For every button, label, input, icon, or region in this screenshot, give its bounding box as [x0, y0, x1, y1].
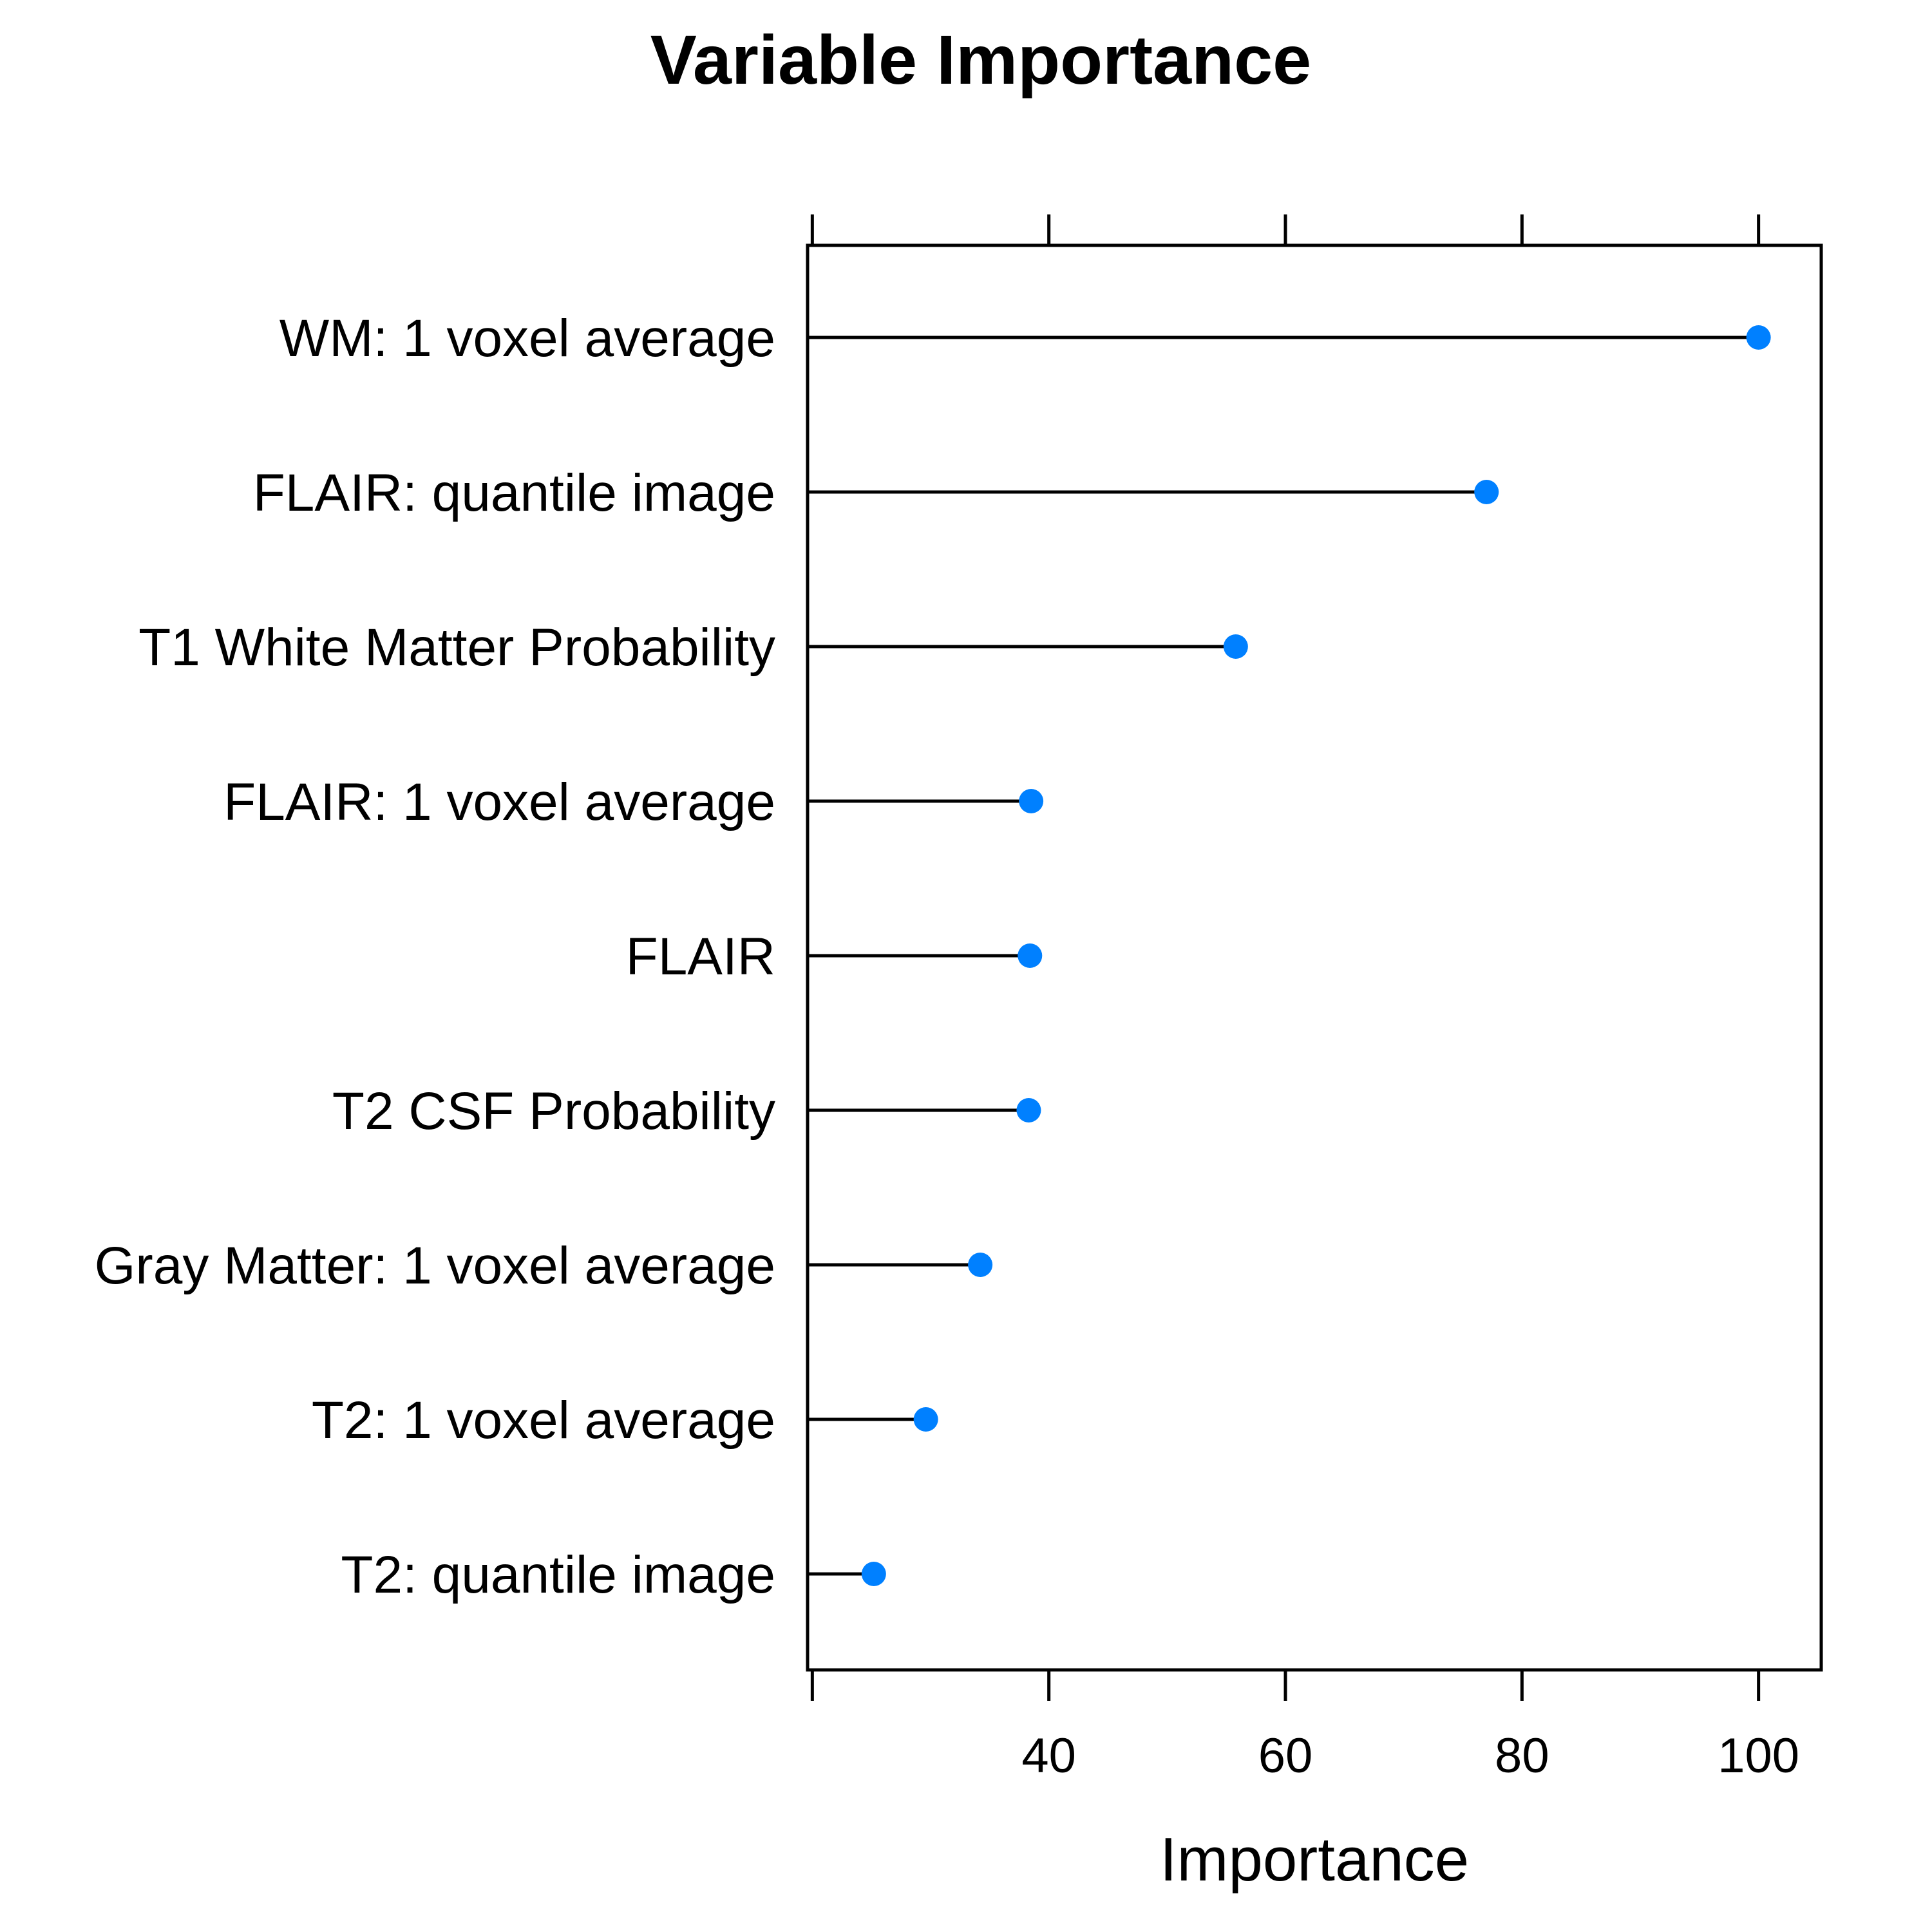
category-label: Gray Matter: 1 voxel average: [95, 1236, 775, 1295]
dot-point: [1746, 325, 1771, 350]
dot-point: [968, 1253, 993, 1277]
x-tick-label: 60: [1258, 1728, 1313, 1783]
category-label: T2: quantile image: [341, 1546, 775, 1604]
dot-points: [861, 325, 1771, 1586]
x-tick-label: 40: [1021, 1728, 1076, 1783]
plot-frame: [806, 243, 1823, 1672]
dot-point: [1019, 789, 1044, 813]
x-axis-title: Importance: [1160, 1825, 1469, 1894]
category-label: FLAIR: quantile image: [253, 464, 775, 522]
dot-point: [1018, 943, 1043, 968]
category-label: T2: 1 voxel average: [312, 1391, 775, 1450]
chart-title: Variable Importance: [650, 21, 1311, 99]
x-tick-label: 100: [1718, 1728, 1799, 1783]
dot-point: [1223, 634, 1248, 659]
dot-point: [913, 1407, 938, 1432]
x-tick-labels: 40 60 80 100: [1021, 1728, 1799, 1783]
bottom-axis-ticks: [810, 1670, 1761, 1701]
dot-point: [1016, 1098, 1041, 1122]
top-axis-ticks: [810, 214, 1761, 245]
dot-stems: [808, 336, 1759, 1576]
category-labels: WM: 1 voxel average FLAIR: quantile image…: [95, 309, 775, 1604]
dot-point: [861, 1562, 886, 1586]
category-label: WM: 1 voxel average: [279, 309, 775, 368]
x-tick-label: 80: [1495, 1728, 1549, 1783]
category-label: T2 CSF Probability: [332, 1082, 775, 1141]
category-label: FLAIR: 1 voxel average: [223, 773, 775, 831]
category-label: T1 White Matter Probability: [138, 618, 775, 677]
dot-point: [1474, 480, 1499, 504]
category-label: FLAIR: [626, 927, 775, 986]
